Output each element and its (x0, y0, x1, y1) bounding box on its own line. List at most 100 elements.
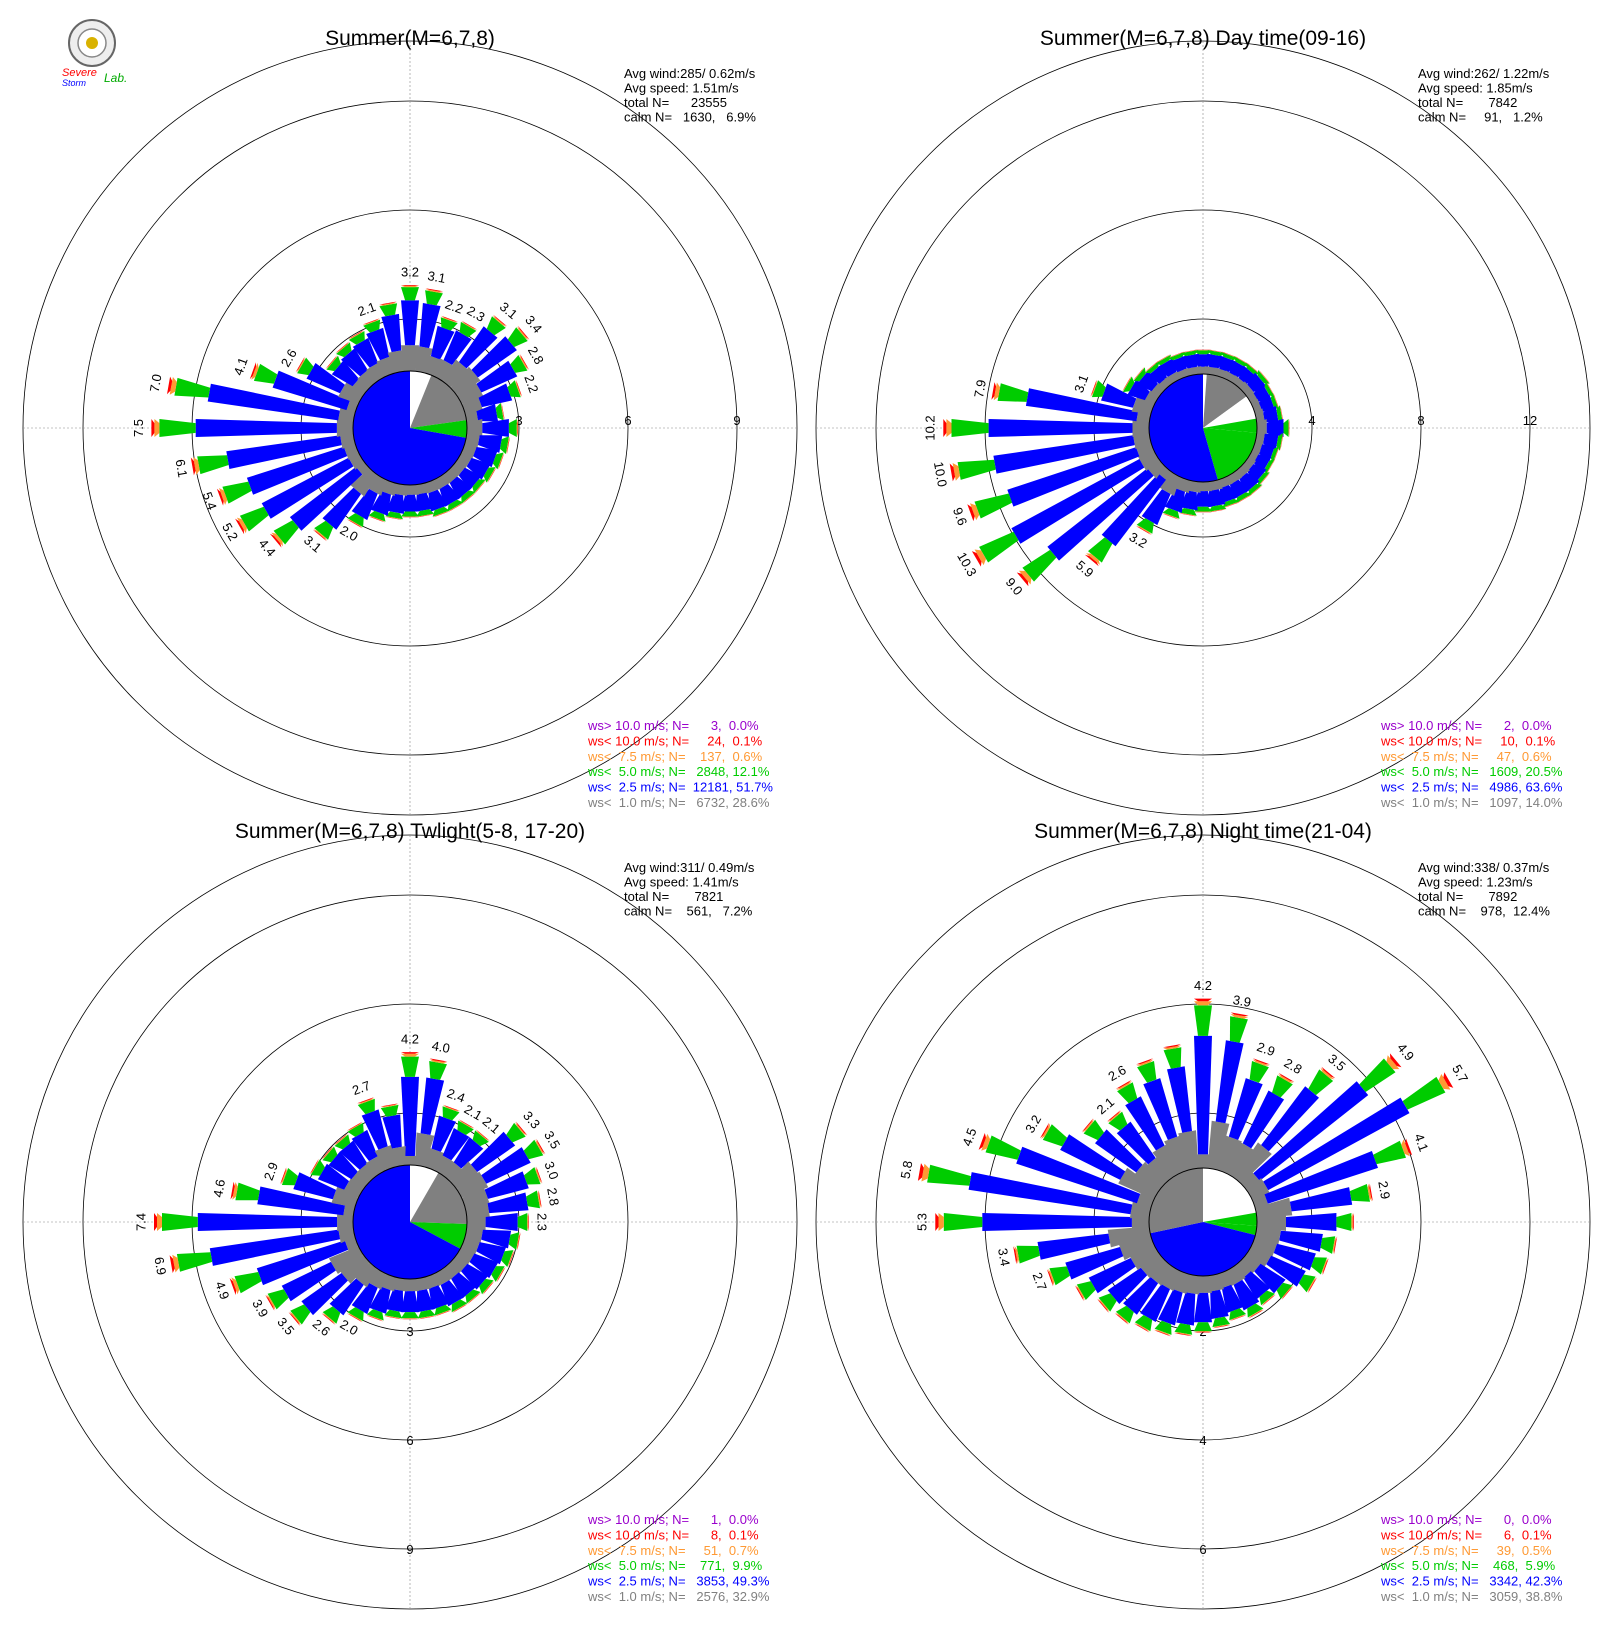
legend-entry-2: ws< 10.0 m/s; N= 6, 0.1% (1380, 1527, 1552, 1542)
ray-90-seg-lt10 (528, 1213, 529, 1231)
ray-90-seg-lt7_5 (1351, 1213, 1352, 1231)
legend-entry-4: ws< 5.0 m/s; N= 468, 5.9% (1380, 1558, 1556, 1573)
legend-entry-3: ws< 7.5 m/s; N= 51, 0.7% (587, 1543, 759, 1558)
ray-label-210: 2.0 (338, 522, 361, 544)
ray-0-seg-lt10 (401, 285, 419, 286)
panel-title-4: Summer(M=6,7,8) Night time(21-04) (1034, 820, 1372, 843)
ray-180-seg-lt7_5 (401, 1318, 419, 1319)
ray-290-seg-lt5 (986, 1136, 1021, 1160)
ray-label-70: 4.1 (1411, 1131, 1431, 1153)
legend-entry-1: ws> 10.0 m/s; N= 0, 0.0% (1380, 1512, 1552, 1527)
ray-label-240: 3.9 (249, 1297, 271, 1320)
ray-label-10: 3.9 (1232, 992, 1252, 1010)
ray-90-seg-lt5 (1336, 1213, 1351, 1231)
ray-label-290: 4.1 (230, 355, 250, 377)
legend-entry-6: ws< 1.0 m/s; N= 2576, 32.9% (587, 1589, 770, 1604)
stats-line-1: Avg wind:262/ 1.22m/s (1418, 66, 1550, 81)
ray-270-seg-lt7_5 (946, 419, 951, 437)
ray-label-10: 3.1 (426, 268, 446, 286)
legend-entry-4: ws< 5.0 m/s; N= 1609, 20.5% (1380, 764, 1563, 779)
ray-90-seg-lt5 (509, 419, 517, 437)
ray-270-seg-lt2_5 (989, 419, 1133, 437)
legend-entry-6: ws< 1.0 m/s; N= 3059, 38.8% (1380, 1589, 1563, 1604)
ray-260-seg-lt2_5 (993, 435, 1134, 473)
ray-label-210: 2.0 (338, 1316, 361, 1338)
ray-180-seg-lt2_5 (1194, 1293, 1212, 1322)
stats-line-3: total N= 7821 (624, 889, 723, 904)
ray-270-seg-lt5 (944, 1213, 983, 1231)
ray-label-250: 2.7 (1030, 1270, 1050, 1292)
stats-line-3: total N= 23555 (624, 95, 727, 110)
legend-entry-2: ws< 10.0 m/s; N= 10, 0.1% (1380, 733, 1556, 748)
ray-180-seg-lt7_5 (1194, 1331, 1212, 1332)
ray-180-seg-lt5 (401, 1312, 419, 1318)
stats-line-2: Avg speed: 1.23m/s (1418, 875, 1533, 890)
ray-30-seg-lt5 (1272, 1075, 1293, 1097)
ray-90-seg-lt2_5 (482, 419, 509, 437)
ray-270-seg-lt5 (952, 419, 989, 437)
ray-0-seg-lt2_5 (1194, 1036, 1212, 1155)
ray-60-seg-lt5 (1403, 1077, 1446, 1110)
ray-0-seg-lt10 (401, 1052, 419, 1054)
logo-lab-text: Lab. (104, 71, 127, 85)
ray-label-80: 2.9 (1375, 1180, 1393, 1200)
stats-line-3: total N= 7842 (1418, 95, 1517, 110)
stats-line-1: Avg wind:311/ 0.49m/s (624, 860, 755, 875)
ray-280-seg-lt5 (998, 383, 1029, 402)
logo-emblem-center (86, 37, 98, 49)
ray-90-seg-lt2_5 (1286, 1213, 1336, 1231)
ray-label-210: 3.2 (1127, 529, 1150, 551)
ray-label-270: 7.5 (131, 419, 146, 437)
ray-270-seg-lt2_5 (982, 1213, 1132, 1231)
ray-label-0: 3.2 (401, 264, 419, 279)
stats-line-2: Avg speed: 1.41m/s (624, 875, 739, 890)
stats-line-4: calm N= 978, 12.4% (1418, 904, 1550, 919)
ray-90-seg-lt2_5 (486, 1213, 518, 1231)
ray-270-seg-lt10 (935, 1213, 938, 1231)
ray-label-260: 3.4 (995, 1247, 1013, 1267)
legend-entry-6: ws< 1.0 m/s; N= 6732, 28.6% (587, 795, 770, 810)
panel-title-3: Summer(M=6,7,8) Twlight(5-8, 17-20) (235, 820, 585, 843)
ray-label-50: 4.9 (1394, 1040, 1417, 1063)
ray-label-300: 3.2 (1022, 1112, 1044, 1135)
ray-label-30: 2.8 (1281, 1055, 1304, 1077)
ray-270-seg-lt7_5 (154, 419, 159, 437)
ring-label-2: 6 (406, 1433, 413, 1448)
ray-270-seg-lt10 (943, 419, 946, 437)
legend-entry-5: ws< 2.5 m/s; N= 12181, 51.7% (587, 780, 773, 795)
ray-label-40: 2.1 (480, 1114, 503, 1137)
ray-label-260: 6.9 (151, 1256, 169, 1276)
ray-10-seg-lt5 (1230, 1016, 1248, 1042)
legend-entry-3: ws< 7.5 m/s; N= 39, 0.5% (1380, 1543, 1552, 1558)
ray-label-90: 2.3 (534, 1213, 549, 1231)
legend-entry-4: ws< 5.0 m/s; N= 771, 9.9% (587, 1558, 763, 1573)
ray-label-270: 7.4 (133, 1213, 148, 1231)
ray-40-seg-lt5 (1308, 1069, 1333, 1095)
ring-label-3: 12 (1523, 413, 1537, 428)
ring-label-1: 4 (1308, 413, 1315, 428)
ray-10-seg-lt5 (425, 290, 443, 305)
ray-260-seg-lt5 (958, 460, 996, 480)
ray-label-20: 2.9 (1255, 1039, 1277, 1059)
ray-270-seg-lt5 (159, 419, 195, 437)
ray-label-250: 4.9 (212, 1279, 232, 1301)
wind-rose-panel-4: 2464.23.92.92.83.54.95.74.12.92.73.45.35… (816, 820, 1590, 1609)
panel-title-2: Summer(M=6,7,8) Day time(09-16) (1040, 27, 1366, 50)
stats-line-2: Avg speed: 1.51m/s (624, 81, 739, 96)
legend-entry-4: ws< 5.0 m/s; N= 2848, 12.1% (587, 764, 770, 779)
ray-label-70: 3.0 (541, 1159, 561, 1181)
ray-label-290: 2.9 (261, 1160, 281, 1182)
ray-280-seg-lt5 (235, 1183, 259, 1201)
ray-0-seg-lt10 (1194, 999, 1212, 1002)
legend-entry-6: ws< 1.0 m/s; N= 1097, 14.0% (1380, 795, 1563, 810)
ring-label-3: 9 (733, 413, 740, 428)
ray-270-seg-lt2_5 (198, 1213, 337, 1231)
ray-270-seg-lt7_5 (157, 1213, 162, 1231)
ray-280-seg-lt5 (927, 1165, 971, 1186)
ray-label-80: 2.8 (544, 1187, 562, 1207)
ray-label-280: 7.9 (971, 379, 989, 399)
ray-280-seg-lt5 (174, 378, 210, 398)
